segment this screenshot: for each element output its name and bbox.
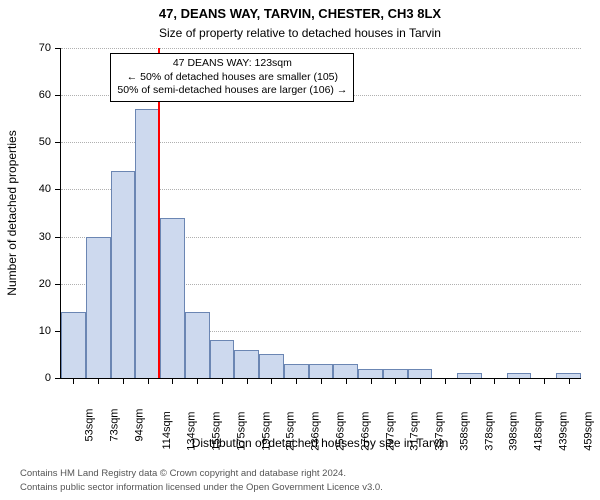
y-tick-label: 40 (39, 183, 51, 195)
histogram-bar (383, 369, 408, 378)
y-tick-label: 60 (39, 89, 51, 101)
x-tick-label: 358sqm (458, 412, 470, 451)
x-tick-label: 398sqm (508, 412, 520, 451)
y-tick (55, 189, 61, 190)
y-tick-label: 20 (39, 278, 51, 290)
x-tick (569, 378, 570, 384)
histogram-bar (185, 312, 210, 378)
y-tick (55, 95, 61, 96)
x-tick (197, 378, 198, 384)
y-tick (55, 378, 61, 379)
x-tick (470, 378, 471, 384)
x-tick-label: 418sqm (533, 412, 545, 451)
y-tick (55, 237, 61, 238)
histogram-bar (111, 171, 136, 378)
x-tick-label: 114sqm (161, 411, 173, 449)
x-tick (494, 378, 495, 384)
x-tick-label: 94sqm (133, 409, 145, 442)
histogram-bar (234, 350, 259, 378)
chart-title-sub: Size of property relative to detached ho… (0, 26, 600, 40)
histogram-bar (160, 218, 185, 378)
histogram-bar (309, 364, 334, 378)
y-tick (55, 142, 61, 143)
chart-title-main: 47, DEANS WAY, TARVIN, CHESTER, CH3 8LX (0, 6, 600, 21)
plot-area: 01020304050607053sqm73sqm94sqm114sqm134s… (60, 48, 581, 379)
x-tick (222, 378, 223, 384)
x-tick (123, 378, 124, 384)
x-tick (371, 378, 372, 384)
x-tick-label: 459sqm (582, 412, 594, 451)
x-tick (544, 378, 545, 384)
gridline (61, 48, 581, 49)
x-tick (420, 378, 421, 384)
x-tick (445, 378, 446, 384)
x-tick (148, 378, 149, 384)
x-tick (73, 378, 74, 384)
footer-copyright-1: Contains HM Land Registry data © Crown c… (20, 468, 346, 479)
annotation-line: 47 DEANS WAY: 123sqm (117, 57, 347, 71)
y-tick-label: 0 (45, 372, 51, 384)
histogram-bar (210, 340, 235, 378)
x-axis-label: Distribution of detached houses by size … (192, 436, 449, 450)
annotation-box: 47 DEANS WAY: 123sqm← 50% of detached ho… (110, 53, 354, 102)
y-tick (55, 48, 61, 49)
y-tick (55, 284, 61, 285)
histogram-bar (408, 369, 433, 378)
y-tick-label: 30 (39, 231, 51, 243)
y-tick-label: 10 (39, 325, 51, 337)
y-tick-label: 50 (39, 136, 51, 148)
annotation-line: 50% of semi-detached houses are larger (… (117, 84, 347, 98)
histogram-bar (284, 364, 309, 378)
histogram-bar (333, 364, 358, 378)
x-tick (98, 378, 99, 384)
histogram-bar (86, 237, 111, 378)
histogram-bar (259, 354, 284, 378)
footer-copyright-2: Contains public sector information licen… (20, 482, 383, 493)
x-tick-label: 378sqm (483, 412, 495, 451)
y-tick-label: 70 (39, 42, 51, 54)
histogram-bar (358, 369, 383, 378)
x-tick (296, 378, 297, 384)
x-tick (519, 378, 520, 384)
x-tick (321, 378, 322, 384)
x-tick-label: 53sqm (84, 409, 96, 442)
y-axis-label: Number of detached properties (5, 130, 19, 295)
histogram-bar (135, 109, 160, 378)
annotation-line: ← 50% of detached houses are smaller (10… (117, 71, 347, 85)
x-tick-label: 73sqm (109, 409, 121, 442)
x-tick-label: 439sqm (557, 412, 569, 451)
x-tick (395, 378, 396, 384)
histogram-bar (61, 312, 86, 378)
x-tick (271, 378, 272, 384)
x-tick (346, 378, 347, 384)
x-tick (172, 378, 173, 384)
x-tick (247, 378, 248, 384)
